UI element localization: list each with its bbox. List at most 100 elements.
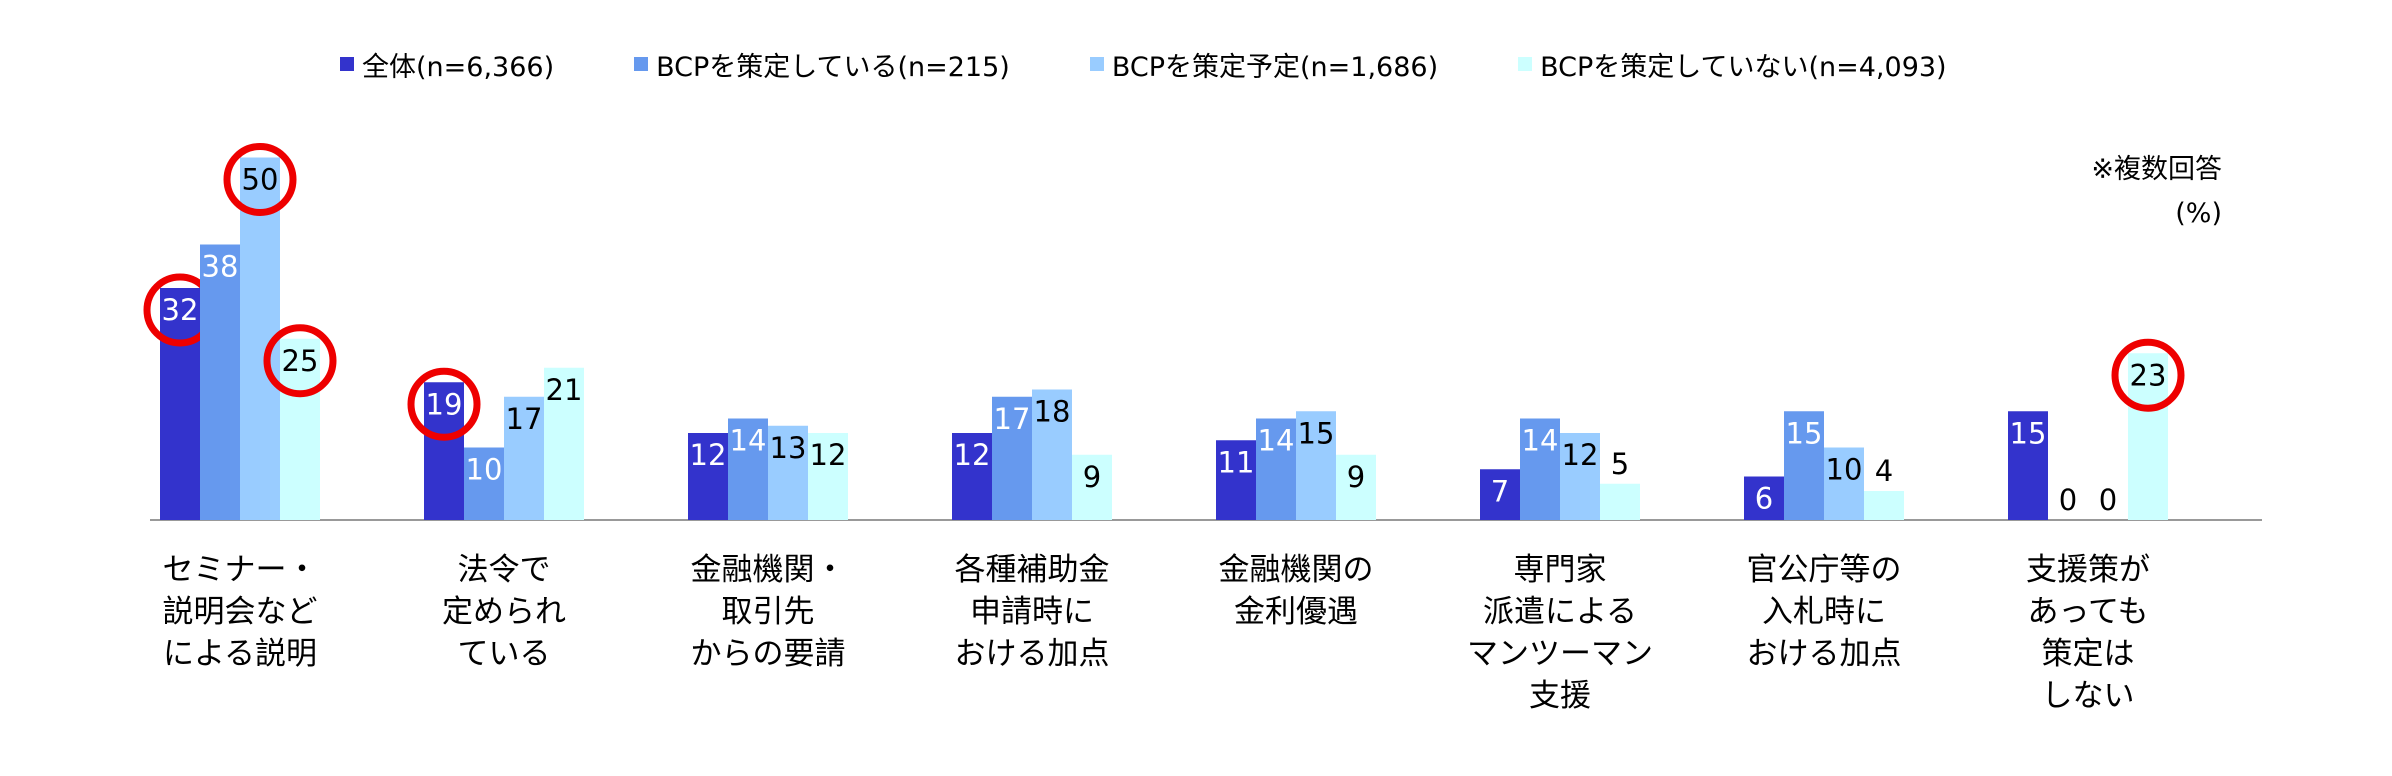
category-label-3: 各種補助金申請時における加点	[955, 552, 1110, 672]
category-label-6-line-1: 入札時に	[1762, 594, 1886, 630]
category-label-7-line-3: しない	[2042, 678, 2135, 714]
category-label-0: セミナー・説明会などによる説明	[163, 552, 318, 672]
legend-item-no-bcp: BCPを策定していない(n=4,093)	[1518, 45, 1947, 84]
data-label-series0-cat1: 19	[426, 387, 463, 421]
bar-series1-cat6	[1784, 411, 1824, 520]
bar-series3-cat7	[2128, 353, 2168, 520]
data-label-series3-cat7: 23	[2130, 358, 2167, 392]
data-label-series0-cat2: 12	[690, 438, 727, 472]
data-label-series1-cat4: 14	[1258, 424, 1295, 458]
category-label-0-line-1: 説明会など	[163, 594, 318, 630]
category-label-5: 専門家派遣によるマンツーマン支援	[1467, 552, 1653, 714]
bar-series0-cat5	[1480, 469, 1520, 520]
legend-swatch-no-bcp	[1518, 57, 1533, 71]
data-label-series3-cat3: 9	[1083, 460, 1101, 494]
data-label-series3-cat0: 25	[282, 344, 319, 378]
data-label-series2-cat5: 12	[1562, 438, 1599, 472]
data-label-series0-cat0: 32	[162, 293, 199, 327]
bar-series2-cat6	[1824, 447, 1864, 520]
category-label-1-line-0: 法令で	[458, 552, 551, 588]
data-label-series3-cat6: 4	[1875, 454, 1893, 488]
highlight-circle-series3-cat0	[263, 324, 337, 398]
legend-item-has-bcp: BCPを策定している(n=215)	[634, 45, 1010, 84]
category-label-3-line-2: おける加点	[955, 636, 1110, 672]
category-label-7-line-2: 策定は	[2042, 636, 2135, 672]
category-label-1-line-2: ている	[458, 636, 551, 672]
data-label-series2-cat3: 18	[1034, 395, 1071, 429]
data-label-series3-cat2: 12	[810, 438, 847, 472]
bar-series1-cat2	[728, 418, 768, 520]
category-label-1: 法令で定められている	[442, 552, 566, 672]
category-label-2-line-2: からの要請	[691, 636, 846, 672]
legend-swatch-planned-bcp	[1089, 57, 1104, 71]
bar-series1-cat4	[1256, 418, 1296, 520]
legend-label-planned-bcp: BCPを策定予定(n=1,686)	[1111, 51, 1439, 83]
legend-item-overall: 全体(n=6,366)	[340, 45, 554, 84]
bar-series0-cat3	[952, 433, 992, 520]
highlight-circle-series2-cat0	[223, 143, 297, 216]
category-label-2-line-0: 金融機関・	[691, 552, 846, 588]
bar-series0-cat7	[2008, 411, 2048, 520]
highlight-circle-series3-cat7	[2111, 338, 2185, 412]
bar-series1-cat0	[200, 244, 240, 520]
category-label-4-line-0: 金融機関の	[1219, 552, 1374, 588]
category-label-4: 金融機関の金利優遇	[1219, 552, 1374, 630]
note: ※複数回答 (%)	[2091, 148, 2222, 236]
data-label-series0-cat4: 11	[1218, 445, 1255, 479]
data-label-series2-cat1: 17	[506, 402, 543, 436]
data-label-series0-cat3: 12	[954, 438, 991, 472]
bar-series0-cat2	[688, 433, 728, 520]
data-label-series1-cat2: 14	[730, 424, 767, 458]
bar-series0-cat6	[1744, 476, 1784, 520]
data-label-series1-cat3: 17	[994, 402, 1031, 436]
data-label-series0-cat5: 7	[1491, 474, 1509, 508]
highlight-circle-series0-cat1	[407, 367, 481, 441]
bar-series2-cat4	[1296, 411, 1336, 520]
legend-item-planned-bcp: BCPを策定予定(n=1,686)	[1089, 45, 1439, 84]
bar-series3-cat0	[280, 338, 320, 520]
category-label-3-line-1: 申請時に	[970, 594, 1094, 630]
bar-series1-cat1	[464, 447, 504, 520]
data-label-series1-cat6: 15	[1786, 416, 1823, 450]
legend-label-no-bcp: BCPを策定していない(n=4,093)	[1540, 51, 1947, 83]
note-multiple-answers: ※複数回答	[2091, 154, 2222, 185]
category-label-2: 金融機関・取引先からの要請	[691, 552, 846, 672]
bar-series0-cat0	[160, 288, 200, 520]
data-label-series2-cat2: 13	[770, 431, 807, 465]
bar-series2-cat1	[504, 396, 544, 520]
bar-series3-cat1	[544, 367, 584, 520]
legend-swatch-has-bcp	[634, 57, 649, 71]
bar-series3-cat3	[1072, 454, 1112, 520]
category-label-4-line-1: 金利優遇	[1234, 594, 1358, 630]
bar-series1-cat5	[1520, 418, 1560, 520]
bar-series0-cat1	[424, 382, 464, 520]
category-label-1-line-1: 定められ	[442, 594, 566, 630]
category-label-6: 官公庁等の入札時における加点	[1747, 552, 1902, 672]
data-label-series0-cat6: 6	[1755, 482, 1773, 516]
data-label-series1-cat7: 0	[2059, 483, 2077, 517]
bar-series2-cat5	[1560, 433, 1600, 520]
category-label-2-line-1: 取引先	[722, 594, 815, 630]
bar-series3-cat4	[1336, 454, 1376, 520]
data-label-series0-cat7: 15	[2010, 416, 2047, 450]
data-label-series1-cat1: 10	[466, 453, 503, 487]
category-label-3-line-0: 各種補助金	[955, 552, 1110, 588]
category-label-7: 支援策があっても策定はしない	[2026, 552, 2150, 714]
category-label-0-line-0: セミナー・	[163, 552, 318, 588]
bar-series3-cat6	[1864, 491, 1904, 520]
data-label-series2-cat0: 50	[242, 163, 279, 197]
category-label-7-line-1: あっても	[2028, 594, 2149, 630]
category-label-5-line-3: 支援	[1529, 678, 1591, 714]
bar-series2-cat3	[1032, 389, 1072, 520]
data-label-series1-cat5: 14	[1522, 424, 1559, 458]
bar-series3-cat2	[808, 433, 848, 520]
bar-series1-cat3	[992, 396, 1032, 520]
legend-swatch-overall	[340, 57, 354, 71]
category-label-5-line-0: 専門家	[1514, 552, 1607, 588]
category-label-7-line-0: 支援策が	[2026, 552, 2150, 588]
bar-series2-cat2	[768, 425, 808, 520]
note-unit: (%)	[2175, 198, 2222, 229]
bar-series3-cat5	[1600, 483, 1640, 520]
data-label-series3-cat1: 21	[546, 373, 583, 407]
